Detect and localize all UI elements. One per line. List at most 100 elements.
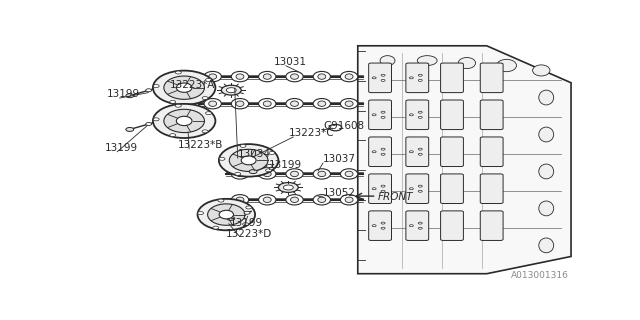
Circle shape	[372, 77, 376, 79]
Text: FRONT: FRONT	[378, 192, 413, 202]
Ellipse shape	[313, 99, 330, 109]
Ellipse shape	[204, 71, 221, 82]
Ellipse shape	[313, 71, 330, 82]
Ellipse shape	[236, 171, 244, 177]
Ellipse shape	[318, 197, 326, 203]
Circle shape	[246, 206, 252, 209]
Circle shape	[381, 185, 385, 187]
Circle shape	[175, 104, 181, 107]
Text: 13223*C: 13223*C	[289, 128, 335, 138]
FancyBboxPatch shape	[369, 100, 392, 130]
Ellipse shape	[458, 58, 476, 68]
Ellipse shape	[177, 83, 192, 92]
Text: 13223*B: 13223*B	[178, 140, 223, 150]
Ellipse shape	[219, 144, 278, 177]
Ellipse shape	[286, 99, 303, 109]
FancyBboxPatch shape	[480, 174, 503, 204]
FancyBboxPatch shape	[406, 63, 429, 92]
Circle shape	[372, 225, 376, 227]
Ellipse shape	[153, 71, 216, 105]
Ellipse shape	[291, 197, 298, 203]
FancyBboxPatch shape	[406, 137, 429, 166]
Ellipse shape	[146, 89, 152, 92]
FancyBboxPatch shape	[369, 63, 392, 92]
Circle shape	[410, 77, 413, 79]
Ellipse shape	[539, 201, 554, 216]
Ellipse shape	[164, 109, 204, 132]
FancyBboxPatch shape	[480, 137, 503, 166]
Circle shape	[410, 114, 413, 116]
Ellipse shape	[126, 127, 134, 132]
Circle shape	[381, 153, 385, 155]
Ellipse shape	[164, 76, 204, 99]
Ellipse shape	[313, 195, 330, 205]
Ellipse shape	[345, 197, 353, 203]
Ellipse shape	[286, 195, 303, 205]
Circle shape	[419, 74, 422, 76]
Circle shape	[205, 78, 211, 81]
Ellipse shape	[340, 99, 358, 109]
Circle shape	[175, 71, 181, 74]
FancyBboxPatch shape	[440, 137, 463, 166]
Circle shape	[243, 223, 248, 226]
Ellipse shape	[231, 169, 249, 179]
Text: 13031: 13031	[273, 57, 307, 67]
Circle shape	[419, 227, 422, 229]
Circle shape	[419, 116, 422, 118]
Circle shape	[240, 144, 246, 148]
Text: 13037: 13037	[323, 154, 356, 164]
Ellipse shape	[291, 101, 298, 107]
Ellipse shape	[146, 123, 152, 125]
Circle shape	[170, 100, 176, 103]
Ellipse shape	[153, 104, 216, 138]
Circle shape	[266, 169, 271, 172]
Ellipse shape	[345, 171, 353, 177]
FancyBboxPatch shape	[480, 211, 503, 240]
Ellipse shape	[209, 101, 217, 107]
Ellipse shape	[286, 169, 303, 179]
Ellipse shape	[259, 169, 276, 179]
Ellipse shape	[244, 211, 250, 214]
Circle shape	[202, 130, 208, 133]
Circle shape	[419, 185, 422, 187]
Circle shape	[381, 190, 385, 192]
Ellipse shape	[318, 171, 326, 177]
Ellipse shape	[236, 101, 244, 107]
Text: G91608: G91608	[323, 121, 364, 131]
Ellipse shape	[259, 99, 276, 109]
Ellipse shape	[318, 101, 326, 107]
Circle shape	[381, 148, 385, 150]
Text: 13052: 13052	[323, 188, 356, 198]
FancyBboxPatch shape	[440, 100, 463, 130]
Circle shape	[381, 74, 385, 76]
Ellipse shape	[291, 74, 298, 79]
FancyBboxPatch shape	[369, 211, 392, 240]
FancyBboxPatch shape	[406, 174, 429, 204]
Ellipse shape	[209, 74, 217, 79]
FancyBboxPatch shape	[440, 63, 463, 92]
Circle shape	[153, 84, 159, 88]
Circle shape	[205, 112, 211, 115]
Circle shape	[372, 188, 376, 190]
FancyBboxPatch shape	[480, 100, 503, 130]
Text: 13199: 13199	[108, 89, 140, 99]
Circle shape	[381, 116, 385, 118]
Ellipse shape	[263, 101, 271, 107]
Circle shape	[419, 153, 422, 155]
Ellipse shape	[263, 74, 271, 79]
Ellipse shape	[263, 197, 271, 203]
Circle shape	[218, 199, 224, 202]
FancyBboxPatch shape	[406, 100, 429, 130]
Circle shape	[227, 88, 236, 92]
Ellipse shape	[259, 71, 276, 82]
Circle shape	[372, 114, 376, 116]
FancyBboxPatch shape	[406, 211, 429, 240]
Ellipse shape	[318, 74, 326, 79]
Ellipse shape	[340, 195, 358, 205]
Ellipse shape	[340, 71, 358, 82]
Ellipse shape	[231, 99, 249, 109]
Circle shape	[198, 212, 204, 215]
Polygon shape	[358, 46, 571, 274]
Circle shape	[381, 227, 385, 229]
Circle shape	[410, 225, 413, 227]
